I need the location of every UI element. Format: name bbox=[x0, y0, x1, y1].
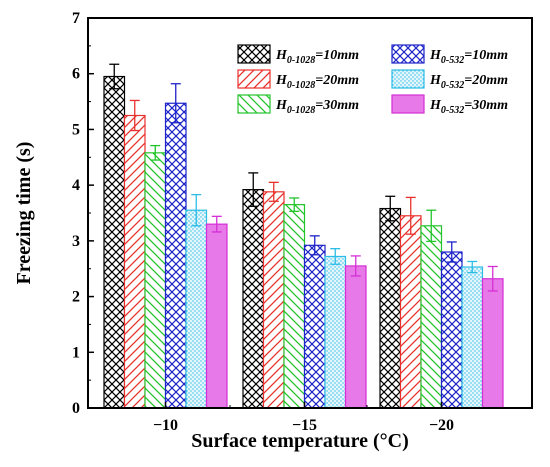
x-tick-label: −10 bbox=[153, 417, 178, 434]
legend-item-3: H0-1028=30mm bbox=[237, 94, 359, 116]
legend-label: H0-532=10mm bbox=[429, 48, 508, 66]
bar-3-3 bbox=[420, 225, 443, 409]
legend: H0-1028=10mm H0-1028=20mm H0-1028=30mm H0-5… bbox=[237, 44, 508, 116]
bar-6-2 bbox=[344, 265, 367, 409]
bar-4-1 bbox=[164, 102, 187, 409]
error-bars-layer bbox=[109, 63, 498, 292]
bar-3-2 bbox=[283, 204, 306, 409]
legend-label: H0-532=20mm bbox=[429, 73, 508, 91]
y-tick-label: 3 bbox=[72, 233, 80, 250]
legend-label: H0-532=30mm bbox=[429, 98, 508, 116]
legend-label: H0-1028=20mm bbox=[275, 73, 359, 91]
bar-1-3 bbox=[379, 207, 402, 409]
legend-item-6: H0-532=30mm bbox=[391, 94, 508, 116]
legend-item-4: H0-532=10mm bbox=[391, 44, 508, 66]
bar-4-2 bbox=[303, 244, 326, 409]
legend-swatch bbox=[391, 69, 425, 89]
x-axis-title: Surface temperature (°C) bbox=[191, 430, 409, 452]
y-tick-label: 6 bbox=[72, 66, 80, 83]
x-tick-label: −15 bbox=[292, 417, 317, 434]
legend-label: H0-1028=30mm bbox=[275, 98, 359, 116]
legend-swatch bbox=[237, 94, 271, 114]
y-tick-label: 0 bbox=[72, 400, 80, 417]
legend-item-1: H0-1028=10mm bbox=[237, 44, 359, 66]
bar-1-1 bbox=[103, 75, 126, 409]
y-tick-label: 2 bbox=[72, 289, 80, 306]
y-axis-title: Freezing time (s) bbox=[13, 142, 35, 285]
legend-item-5: H0-532=20mm bbox=[391, 69, 508, 91]
bar-6-3 bbox=[481, 278, 504, 409]
bar-4-3 bbox=[440, 251, 463, 409]
bar-5-3 bbox=[461, 266, 484, 409]
x-tick-label: −20 bbox=[429, 417, 454, 434]
legend-item-2: H0-1028=20mm bbox=[237, 69, 359, 91]
legend-label: H0-1028=10mm bbox=[275, 48, 359, 66]
legend-swatch bbox=[237, 44, 271, 64]
x-axis: −10 −15 −20 bbox=[153, 402, 454, 434]
y-tick-label: 1 bbox=[72, 344, 80, 361]
bar-5-1 bbox=[185, 209, 208, 409]
y-tick-label: 5 bbox=[72, 121, 80, 138]
bar-6-1 bbox=[205, 223, 228, 409]
y-tick-label: 7 bbox=[72, 10, 80, 27]
bars-layer bbox=[103, 75, 504, 409]
y-tick-label: 4 bbox=[72, 177, 80, 194]
bar-2-3 bbox=[399, 215, 422, 409]
bar-3-1 bbox=[144, 152, 167, 409]
legend-swatch bbox=[391, 44, 425, 64]
legend-swatch bbox=[391, 94, 425, 114]
bar-2-2 bbox=[262, 191, 285, 409]
bar-1-2 bbox=[242, 189, 265, 409]
y-axis: 0 1 2 3 4 5 6 7 bbox=[72, 10, 94, 417]
bar-5-2 bbox=[324, 255, 347, 409]
legend-swatch bbox=[237, 69, 271, 89]
bar-2-1 bbox=[123, 114, 146, 409]
